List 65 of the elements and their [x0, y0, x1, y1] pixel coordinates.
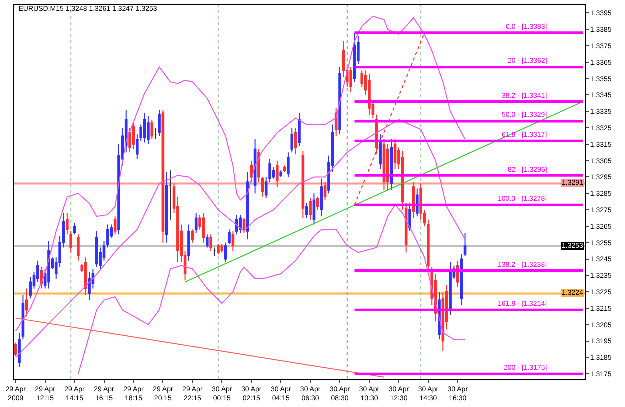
line-series [15, 16, 466, 332]
candlestick [290, 128, 294, 154]
candlestick [114, 216, 117, 236]
candlestick [154, 128, 158, 140]
candlestick [350, 66, 352, 92]
candlestick [14, 342, 18, 357]
candlestick [276, 160, 279, 188]
candlestick [324, 182, 327, 201]
candlestick [29, 276, 32, 300]
candlestick [246, 172, 250, 240]
candlestick [158, 109, 161, 137]
candlestick [338, 66, 342, 136]
candlestick [235, 214, 238, 236]
candlestick [379, 134, 382, 170]
candlestick [73, 222, 76, 236]
candlestick [84, 257, 88, 296]
candlestick [25, 288, 28, 318]
candlestick [320, 178, 324, 218]
candlestick [217, 244, 220, 255]
candlestick [40, 266, 44, 290]
candlestick [368, 73, 371, 116]
line-series [78, 204, 466, 375]
candlestick [239, 214, 242, 234]
candlestick [132, 120, 136, 150]
candlestick [220, 244, 224, 254]
candlestick [312, 193, 316, 226]
candlestick [143, 112, 146, 144]
candlestick [188, 224, 190, 262]
candlestick [147, 116, 150, 145]
candlestick [210, 234, 212, 252]
candlestick [191, 229, 194, 244]
candlestick [309, 198, 312, 220]
candlestick [150, 119, 154, 140]
candlestick [48, 240, 50, 290]
candlestick [283, 165, 286, 173]
candlestick [305, 202, 308, 219]
candlestick [206, 234, 209, 248]
candlestick [316, 196, 320, 211]
candlestick [95, 230, 98, 268]
candlestick [250, 160, 254, 183]
candlestick [162, 109, 165, 244]
line-series [15, 119, 466, 358]
candlestick [394, 139, 397, 170]
candlestick [386, 144, 390, 191]
candlestick [294, 128, 298, 155]
candlestick [449, 262, 452, 316]
candlestick [169, 170, 172, 220]
candlestick [408, 202, 412, 232]
candlestick [232, 230, 235, 252]
candlestick [202, 212, 206, 244]
candlestick [302, 150, 305, 219]
candlestick [194, 212, 198, 234]
candlestick [254, 139, 257, 194]
candlestick [353, 32, 356, 83]
candlestick [416, 188, 419, 218]
candlestick [280, 170, 282, 178]
candlestick [287, 152, 290, 178]
candlestick [464, 232, 467, 256]
candlestick [460, 254, 463, 306]
candlestick [213, 247, 216, 256]
candlestick [298, 112, 301, 147]
candlestick [77, 234, 80, 262]
candlestick [165, 172, 168, 244]
candlestick [390, 139, 393, 191]
candlestick [88, 272, 91, 301]
